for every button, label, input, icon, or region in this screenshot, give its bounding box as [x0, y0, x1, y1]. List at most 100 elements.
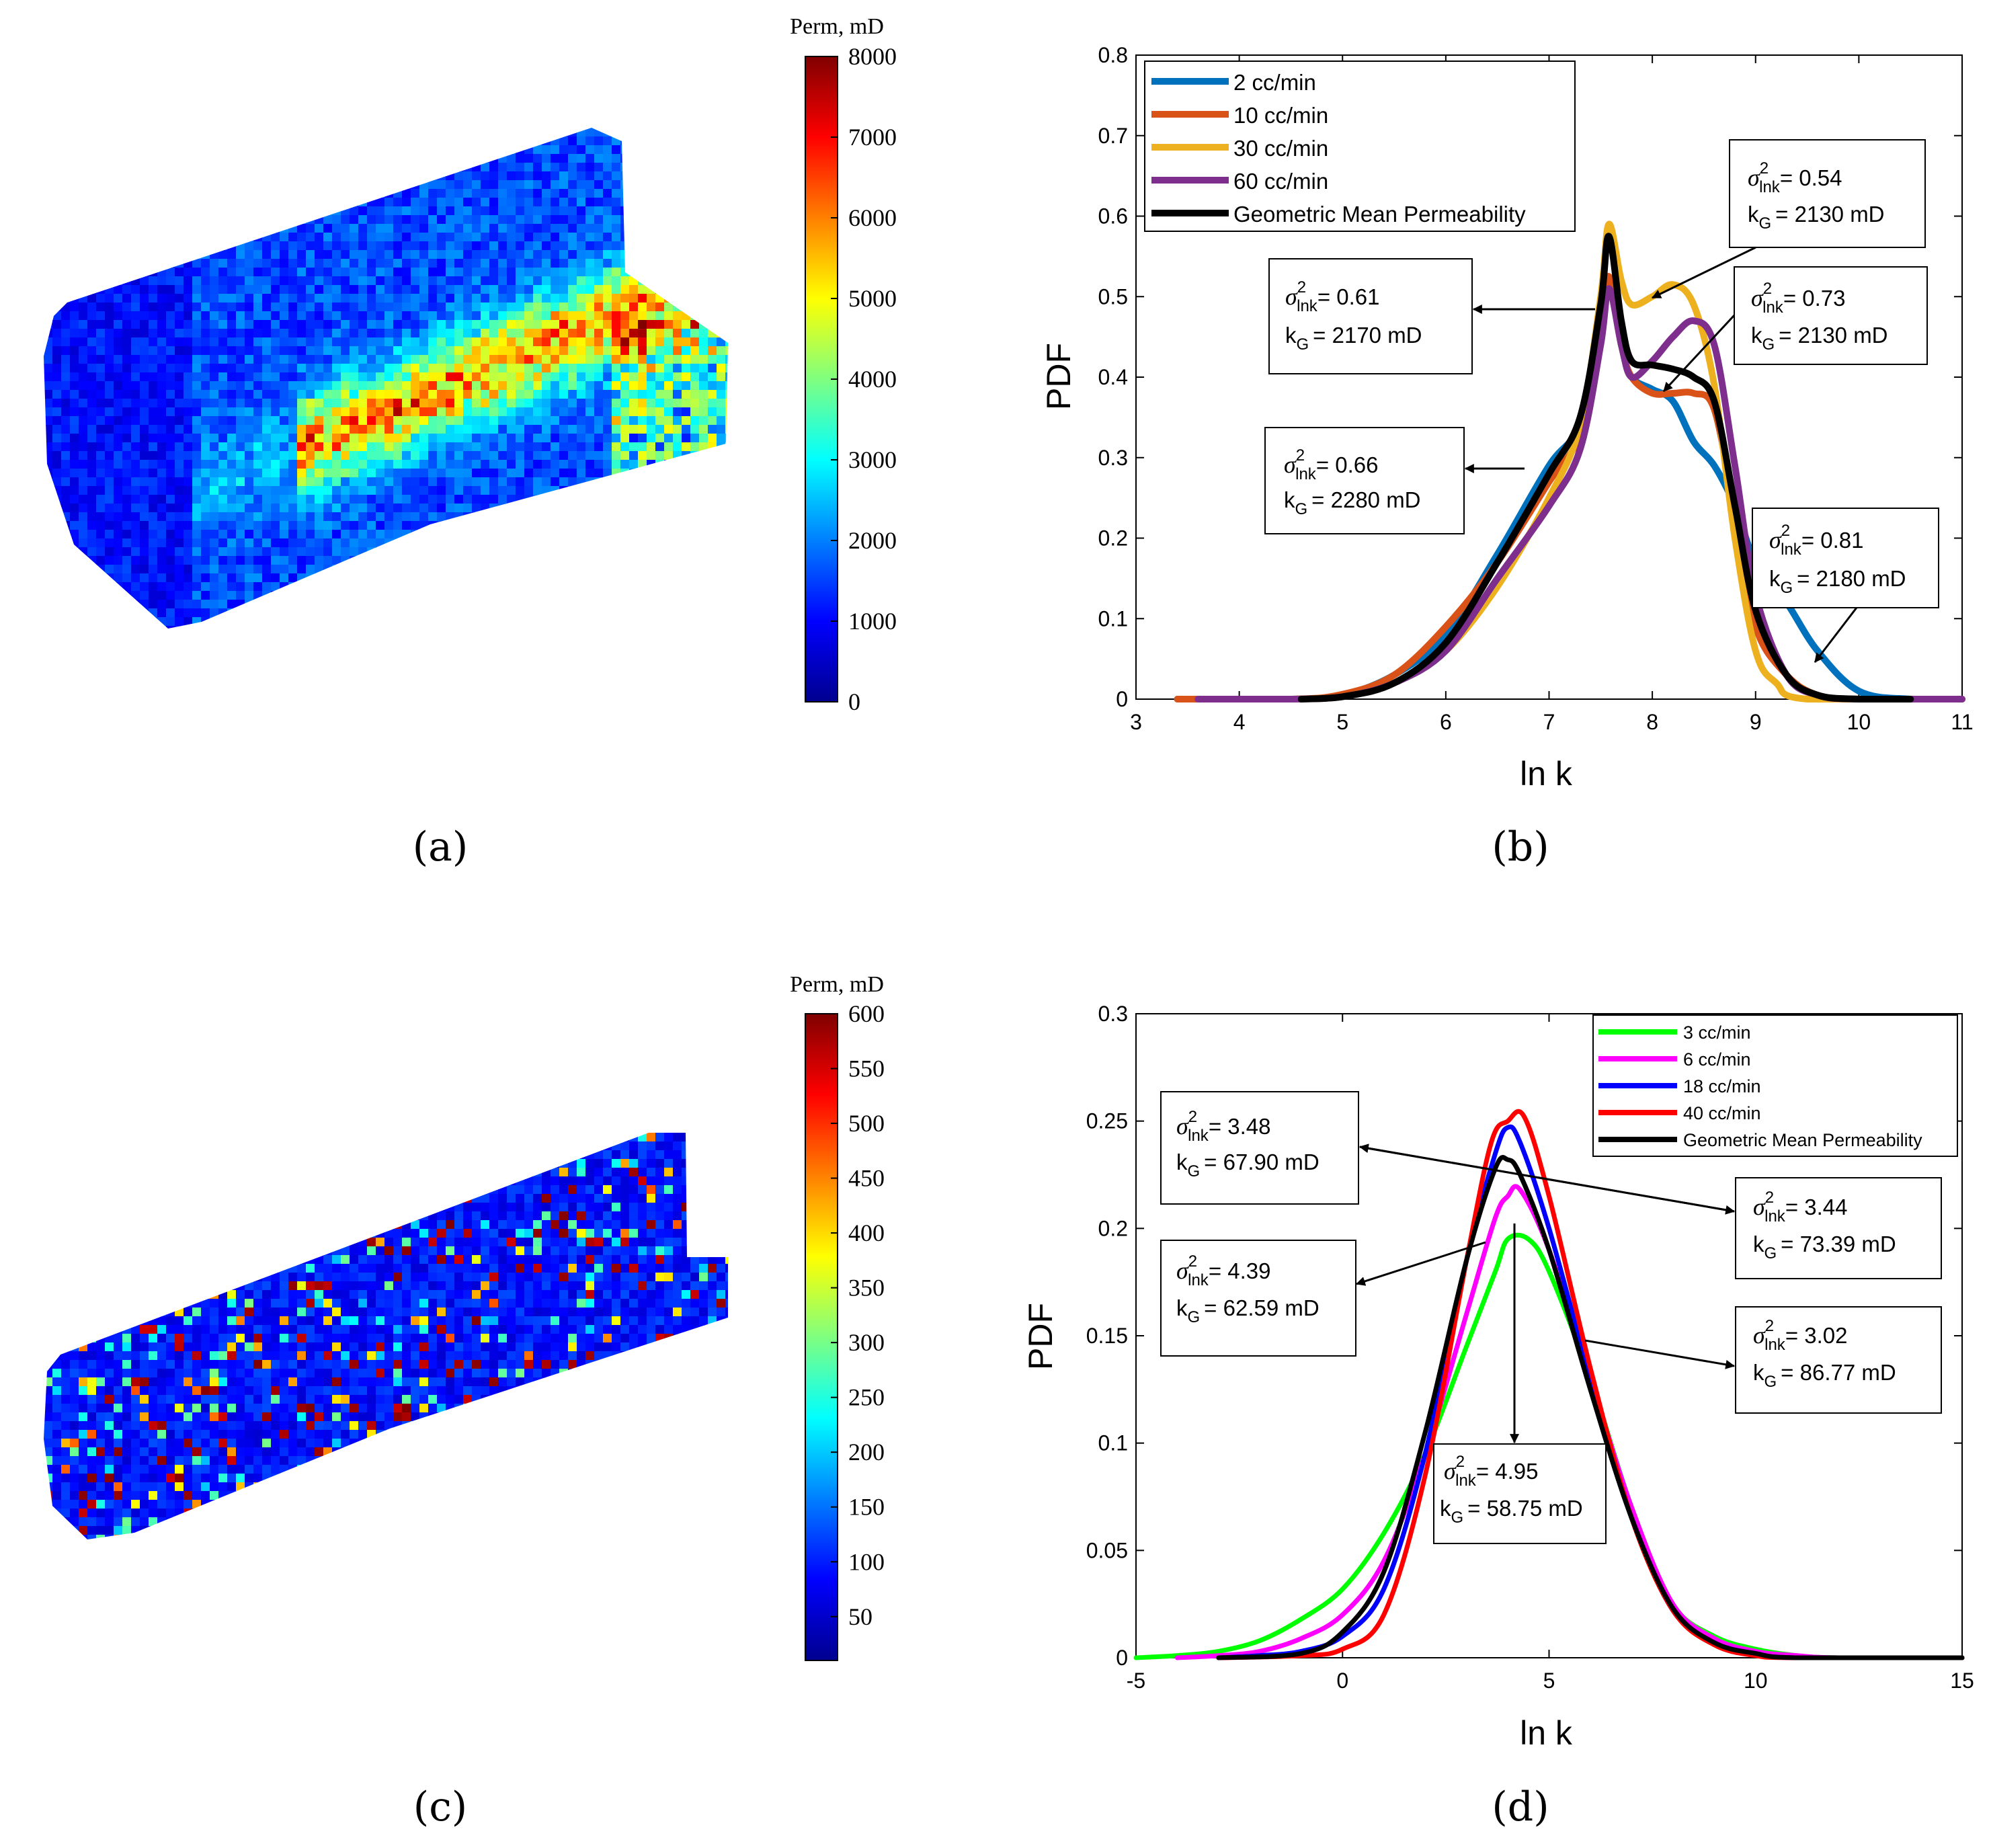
- voxel-a-cell: [70, 320, 79, 329]
- chart-b-ytick-label: 0.3: [1098, 446, 1128, 470]
- voxel-c-cell: [428, 1150, 438, 1160]
- voxel-a-cell: [297, 189, 307, 198]
- voxel-a-cell: [332, 329, 341, 338]
- voxel-c-cell: [428, 1141, 438, 1151]
- voxel-a-cell: [114, 180, 123, 190]
- voxel-c-cell: [524, 1150, 534, 1160]
- voxel-a-cell: [306, 136, 315, 146]
- voxel-a-cell: [87, 154, 97, 163]
- voxel-a-cell: [507, 617, 516, 627]
- voxel-a-cell: [655, 303, 665, 312]
- voxel-c-cell: [507, 1159, 516, 1168]
- voxel-a-cell: [376, 416, 385, 426]
- voxel-c-cell: [131, 1133, 140, 1142]
- voxel-a-cell: [481, 259, 490, 268]
- voxel-a-cell: [149, 337, 158, 347]
- voxel-a-cell: [367, 198, 376, 207]
- voxel-a-cell: [262, 538, 272, 548]
- voxel-a-cell: [629, 154, 639, 163]
- voxel-a-cell: [341, 136, 350, 146]
- voxel-a-cell: [131, 425, 140, 434]
- voxel-a-cell: [105, 311, 114, 321]
- voxel-a-cell: [140, 582, 149, 592]
- voxel-a-cell: [524, 346, 534, 356]
- voxel-a-cell: [280, 163, 289, 172]
- voxel-a-cell: [280, 538, 289, 548]
- voxel-a-cell: [79, 407, 88, 417]
- voxel-a-cell: [542, 372, 551, 382]
- voxel-a-cell: [516, 180, 525, 190]
- voxel-a-cell: [367, 285, 376, 294]
- voxel-a-cell: [568, 477, 577, 487]
- voxel-a-cell: [175, 171, 184, 181]
- voxel-a-cell: [367, 521, 376, 530]
- voxel-a-cell: [61, 346, 71, 356]
- voxel-a-cell: [411, 163, 420, 172]
- voxel-a-cell: [306, 425, 315, 434]
- voxel-a-cell: [96, 521, 106, 530]
- voxel-a-cell: [717, 547, 726, 557]
- voxel-a-cell: [218, 556, 228, 565]
- voxel-a-cell: [262, 294, 272, 303]
- voxel-a-cell: [358, 276, 368, 286]
- voxel-a-cell: [437, 329, 446, 338]
- voxel-c-cell: [166, 1150, 175, 1160]
- voxel-a-cell: [175, 451, 184, 460]
- voxel-a-cell: [44, 416, 53, 426]
- voxel-a-cell: [481, 512, 490, 522]
- chart-b-series-4: [1297, 233, 1914, 702]
- voxel-a-cell: [638, 346, 647, 356]
- voxel-a-cell: [393, 224, 403, 233]
- voxel-a-cell: [44, 573, 53, 583]
- voxel-a-cell: [52, 582, 62, 592]
- voxel-a-cell: [79, 538, 88, 548]
- voxel-a-cell: [201, 521, 210, 530]
- voxel-a-cell: [481, 390, 490, 399]
- voxel-a-cell: [489, 530, 499, 539]
- voxel-a-cell: [393, 285, 403, 294]
- voxel-a-cell: [271, 460, 280, 469]
- voxel-a-cell: [533, 320, 542, 329]
- voxel-a-cell: [332, 573, 341, 583]
- voxel-a-cell: [708, 372, 717, 382]
- voxel-a-cell: [297, 547, 307, 557]
- voxel-a-cell: [568, 215, 577, 225]
- voxel-a-cell: [131, 556, 140, 565]
- voxel-c-cell: [149, 1141, 158, 1151]
- voxel-a-cell: [699, 381, 708, 391]
- voxel-a-cell: [411, 608, 420, 618]
- voxel-a-cell: [332, 591, 341, 600]
- voxel-a-cell: [297, 600, 307, 609]
- voxel-a-cell: [393, 617, 403, 627]
- voxel-a-cell: [166, 259, 175, 268]
- voxel-a-cell: [262, 355, 272, 364]
- voxel-a-cell: [166, 154, 175, 163]
- voxel-a-cell: [664, 390, 674, 399]
- voxel-a-cell: [376, 530, 385, 539]
- voxel-a-cell: [332, 530, 341, 539]
- voxel-a-cell: [61, 521, 71, 530]
- voxel-a-cell: [350, 206, 359, 216]
- voxel-a-cell: [87, 346, 97, 356]
- voxel-a-cell: [428, 285, 438, 294]
- voxel-a-cell: [271, 136, 280, 146]
- voxel-a-cell: [594, 136, 604, 146]
- voxel-a-cell: [428, 311, 438, 321]
- voxel-a-cell: [323, 320, 333, 329]
- voxel-a-cell: [411, 626, 420, 629]
- voxel-a-cell: [655, 311, 665, 321]
- voxel-a-cell: [210, 180, 219, 190]
- voxel-a-cell: [323, 512, 333, 522]
- voxel-a-cell: [551, 136, 560, 146]
- voxel-a-cell: [184, 460, 193, 469]
- voxel-a-cell: [376, 136, 385, 146]
- voxel-a-cell: [419, 329, 429, 338]
- voxel-a-cell: [315, 233, 324, 242]
- voxel-a-cell: [105, 171, 114, 181]
- voxel-a-cell: [498, 600, 508, 609]
- voxel-a-cell: [96, 582, 106, 592]
- voxel-a-cell: [533, 163, 542, 172]
- voxel-a-cell: [315, 276, 324, 286]
- voxel-a-cell: [131, 163, 140, 172]
- voxel-a-cell: [463, 434, 473, 443]
